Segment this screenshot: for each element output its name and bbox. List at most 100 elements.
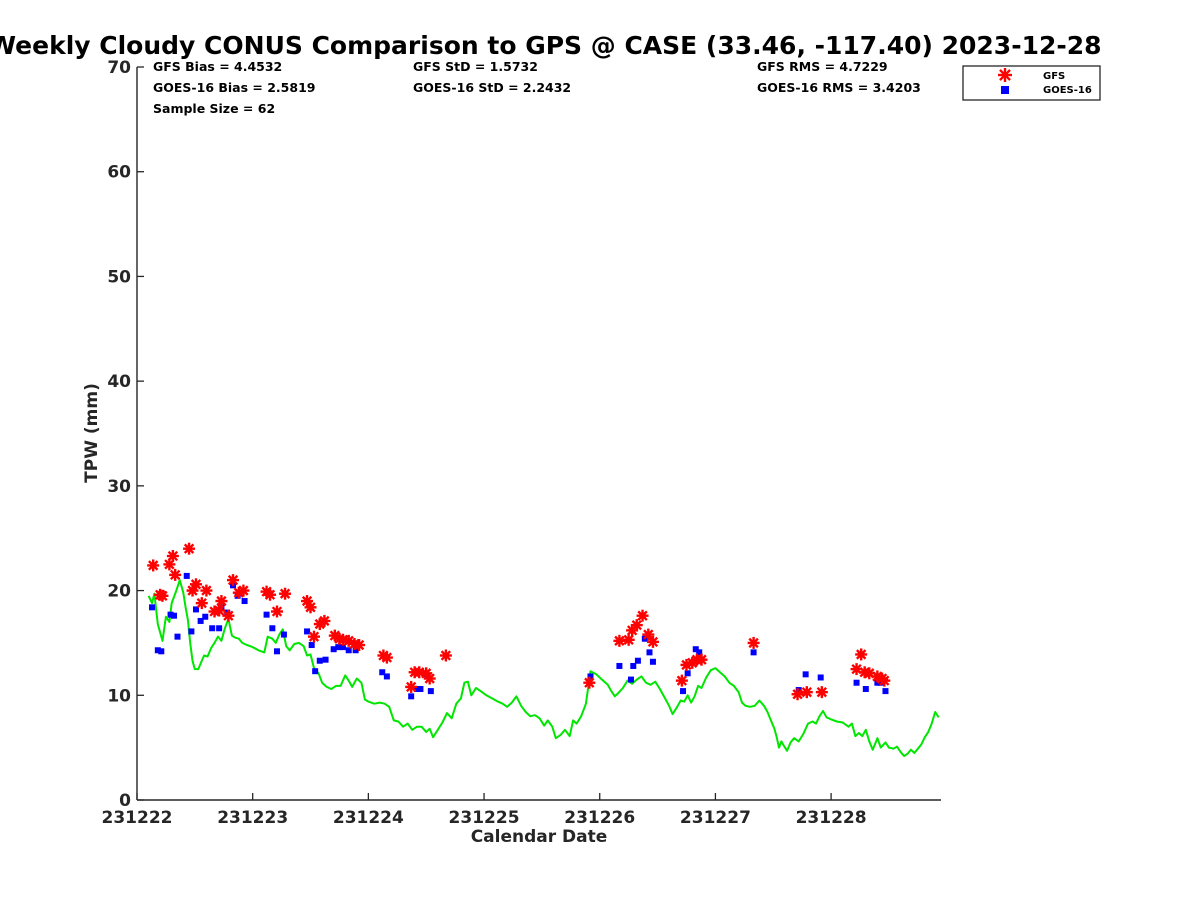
y-tick-label: 70 <box>107 58 131 78</box>
goes-point <box>627 676 634 683</box>
gfs-point <box>169 568 182 581</box>
gfs-point <box>264 588 277 601</box>
gfs-point <box>156 589 169 602</box>
goes-point <box>634 657 641 664</box>
legend-gfs-marker <box>998 68 1012 82</box>
y-tick-label: 50 <box>107 267 131 287</box>
goes-point <box>188 628 195 635</box>
x-tick-label: 231223 <box>217 808 288 828</box>
goes-point <box>408 693 415 700</box>
x-tick-label: 231225 <box>449 808 520 828</box>
goes-point <box>383 673 390 680</box>
goes-point <box>171 612 178 619</box>
gfs-point <box>227 574 240 587</box>
gfs-point <box>622 633 635 646</box>
gfs-point <box>147 559 160 572</box>
goes-point <box>750 649 757 656</box>
legend-gfs-star <box>998 68 1012 82</box>
goes-point <box>379 669 386 676</box>
sample-size-stat: Sample Size = 62 <box>153 101 275 116</box>
goes-point <box>417 686 424 693</box>
stats-block: GFS Bias = 4.4532 GOES-16 Bias = 2.5819 … <box>153 59 921 116</box>
gfs-point <box>279 587 292 600</box>
gfs-point <box>380 651 393 664</box>
goes-point <box>209 625 216 632</box>
goes-point <box>649 658 656 665</box>
gfs-point <box>195 597 208 610</box>
gfs-point <box>878 674 891 687</box>
goes-point <box>158 648 165 655</box>
legend-gfs-label: GFS <box>1043 71 1065 82</box>
goes-point <box>273 648 280 655</box>
legend-goes-label: GOES-16 <box>1043 85 1092 96</box>
gfs-point <box>200 584 213 597</box>
gfs-point <box>215 595 228 608</box>
goes-point <box>862 686 869 693</box>
gfs-point <box>353 639 366 652</box>
gfs-point <box>307 630 320 643</box>
goes-point <box>680 688 687 695</box>
goes-point <box>339 644 346 651</box>
goes-point <box>154 647 161 654</box>
gfs-point <box>213 604 226 617</box>
goes-point <box>263 611 270 618</box>
gfs-point <box>791 688 804 701</box>
legend-box <box>962 65 1101 101</box>
y-tick-label: 0 <box>119 791 131 811</box>
gfs-point <box>222 609 235 622</box>
goes-point <box>587 673 594 680</box>
gfs-point <box>189 578 202 591</box>
goes-point <box>269 625 276 632</box>
goes-point <box>692 646 699 653</box>
goes-point <box>882 688 889 695</box>
gfs-point <box>318 614 331 627</box>
gfs-point <box>800 686 813 699</box>
goes-point <box>345 647 352 654</box>
goes-point <box>630 662 637 669</box>
gfs-point <box>583 676 596 689</box>
gfs-point <box>304 601 317 614</box>
goes-point <box>197 617 204 624</box>
goes-bias-stat: GOES-16 Bias = 2.5819 <box>153 80 315 95</box>
goes-point <box>646 649 653 656</box>
x-tick-label: 231226 <box>564 808 635 828</box>
goes-point <box>192 606 199 613</box>
y-tick-label: 30 <box>107 477 131 497</box>
goes-point <box>802 671 809 678</box>
y-tick-label: 40 <box>107 372 131 392</box>
goes-point <box>167 611 174 618</box>
goes-point <box>241 598 248 605</box>
x-tick-label: 231227 <box>680 808 751 828</box>
gfs-std-stat: GFS StD = 1.5732 <box>413 59 538 74</box>
goes-point <box>312 668 319 675</box>
goes-point <box>684 670 691 677</box>
goes-point <box>202 613 209 620</box>
x-axis-label: Calendar Date <box>471 827 608 847</box>
goes-point <box>696 649 703 656</box>
gfs-point <box>695 653 708 666</box>
y-tick-label: 20 <box>107 582 131 602</box>
legend-goes-marker <box>1001 86 1009 94</box>
goes-point <box>616 662 623 669</box>
goes-point <box>304 628 311 635</box>
gfs-bias-stat: GFS Bias = 4.4532 <box>153 59 282 74</box>
goes-point <box>308 642 315 649</box>
y-tick-label: 10 <box>107 686 131 706</box>
goes-point <box>330 646 337 653</box>
goes-point <box>817 674 824 681</box>
gfs-point <box>646 635 659 648</box>
chart-title: Weekly Cloudy CONUS Comparison to GPS @ … <box>0 31 1102 60</box>
goes-point <box>216 625 223 632</box>
goes-point <box>853 679 860 686</box>
gfs-point <box>405 680 418 693</box>
gfs-point <box>166 550 179 563</box>
legend: GFS GOES-16 <box>962 65 1101 101</box>
x-tick-label: 231224 <box>333 808 404 828</box>
gfs-point <box>855 648 868 661</box>
goes-std-stat: GOES-16 StD = 2.2432 <box>413 80 571 95</box>
goes-point <box>352 647 359 654</box>
gfs-point <box>439 649 452 662</box>
goes-point <box>874 679 881 686</box>
goes-rms-stat: GOES-16 RMS = 3.4203 <box>757 80 921 95</box>
